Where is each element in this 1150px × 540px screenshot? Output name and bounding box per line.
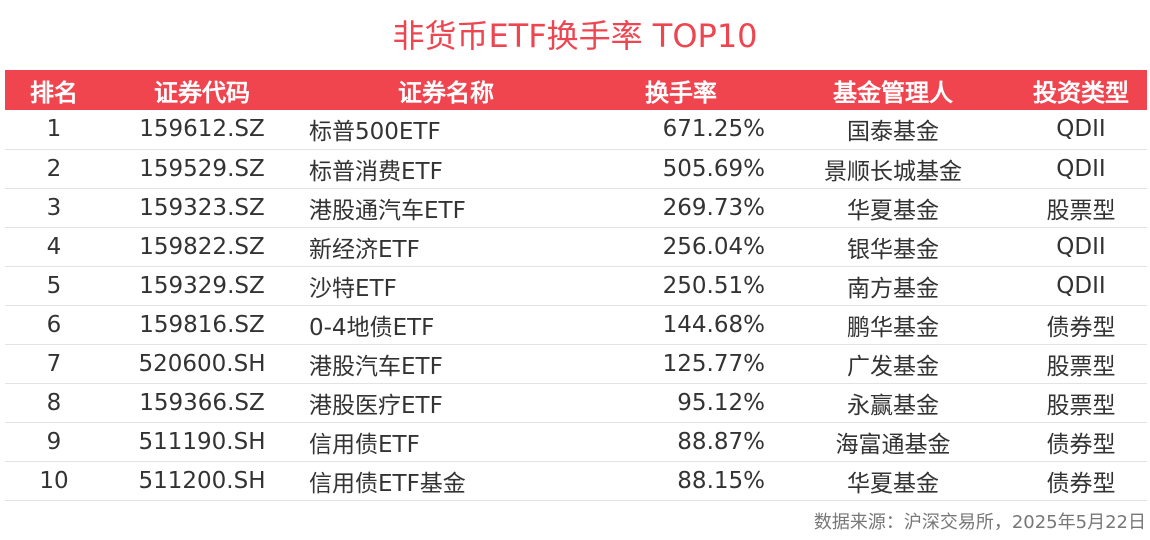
type-cell: 债券型 — [1015, 422, 1147, 462]
rank-cell: 8 — [5, 383, 103, 423]
name-cell: 港股通汽车ETF — [301, 188, 591, 228]
code-cell: 159816.SZ — [103, 305, 301, 345]
manager-cell: 南方基金 — [771, 266, 1015, 306]
code-cell: 159366.SZ — [103, 383, 301, 423]
type-cell: QDII — [1015, 227, 1147, 267]
table-row: 7 520600.SH 港股汽车ETF 125.77% 广发基金 股票型 — [5, 344, 1147, 384]
rank-cell: 6 — [5, 305, 103, 345]
rate-cell: 95.12% — [591, 383, 771, 423]
rate-cell: 88.15% — [591, 461, 771, 501]
manager-cell: 海富通基金 — [771, 422, 1015, 462]
manager-cell: 华夏基金 — [771, 461, 1015, 501]
name-cell: 标普500ETF — [301, 110, 591, 150]
header-name: 证券名称 — [301, 70, 591, 110]
code-cell: 159529.SZ — [103, 149, 301, 189]
rate-cell: 671.25% — [591, 110, 771, 150]
rate-cell: 269.73% — [591, 188, 771, 228]
rank-cell: 10 — [5, 461, 103, 501]
table-row: 4 159822.SZ 新经济ETF 256.04% 银华基金 QDII — [5, 227, 1147, 267]
name-cell: 新经济ETF — [301, 227, 591, 267]
manager-cell: 永赢基金 — [771, 383, 1015, 423]
code-cell: 511190.SH — [103, 422, 301, 462]
code-cell: 159822.SZ — [103, 227, 301, 267]
manager-cell: 华夏基金 — [771, 188, 1015, 228]
name-cell: 沙特ETF — [301, 266, 591, 306]
name-cell: 信用债ETF基金 — [301, 461, 591, 501]
name-cell: 0-4地债ETF — [301, 305, 591, 345]
turnover-table: 排名 证券代码 证券名称 换手率 基金管理人 投资类型 1 159612.SZ … — [5, 70, 1147, 501]
rank-cell: 4 — [5, 227, 103, 267]
type-cell: QDII — [1015, 266, 1147, 306]
rank-cell: 9 — [5, 422, 103, 462]
code-cell: 159323.SZ — [103, 188, 301, 228]
rate-cell: 505.69% — [591, 149, 771, 189]
rate-cell: 88.87% — [591, 422, 771, 462]
table-row: 6 159816.SZ 0-4地债ETF 144.68% 鹏华基金 债券型 — [5, 305, 1147, 345]
table-row: 1 159612.SZ 标普500ETF 671.25% 国泰基金 QDII — [5, 110, 1147, 150]
header-rate: 换手率 — [591, 70, 771, 110]
header-code: 证券代码 — [103, 70, 301, 110]
rank-cell: 5 — [5, 266, 103, 306]
table-row: 8 159366.SZ 港股医疗ETF 95.12% 永赢基金 股票型 — [5, 383, 1147, 423]
rank-cell: 3 — [5, 188, 103, 228]
manager-cell: 银华基金 — [771, 227, 1015, 267]
rank-cell: 2 — [5, 149, 103, 189]
rate-cell: 256.04% — [591, 227, 771, 267]
rate-cell: 250.51% — [591, 266, 771, 306]
manager-cell: 广发基金 — [771, 344, 1015, 384]
type-cell: 债券型 — [1015, 461, 1147, 501]
table-row: 9 511190.SH 信用债ETF 88.87% 海富通基金 债券型 — [5, 422, 1147, 462]
header-manager: 基金管理人 — [771, 70, 1015, 110]
table-row: 3 159323.SZ 港股通汽车ETF 269.73% 华夏基金 股票型 — [5, 188, 1147, 228]
type-cell: QDII — [1015, 149, 1147, 189]
name-cell: 港股汽车ETF — [301, 344, 591, 384]
rate-cell: 125.77% — [591, 344, 771, 384]
table-row: 2 159529.SZ 标普消费ETF 505.69% 景顺长城基金 QDII — [5, 149, 1147, 189]
manager-cell: 景顺长城基金 — [771, 149, 1015, 189]
code-cell: 520600.SH — [103, 344, 301, 384]
header-type: 投资类型 — [1015, 70, 1147, 110]
page-title: 非货币ETF换手率 TOP10 — [392, 17, 758, 55]
type-cell: 股票型 — [1015, 188, 1147, 228]
header-rank: 排名 — [5, 70, 103, 110]
table-header-row: 排名 证券代码 证券名称 换手率 基金管理人 投资类型 — [5, 70, 1147, 110]
source-note: 数据来源：沪深交易所，2025年5月22日 — [813, 512, 1146, 533]
type-cell: 债券型 — [1015, 305, 1147, 345]
rate-cell: 144.68% — [591, 305, 771, 345]
type-cell: QDII — [1015, 110, 1147, 150]
rank-cell: 1 — [5, 110, 103, 150]
manager-cell: 鹏华基金 — [771, 305, 1015, 345]
manager-cell: 国泰基金 — [771, 110, 1015, 150]
name-cell: 标普消费ETF — [301, 149, 591, 189]
rank-cell: 7 — [5, 344, 103, 384]
type-cell: 股票型 — [1015, 344, 1147, 384]
name-cell: 信用债ETF — [301, 422, 591, 462]
table-row: 5 159329.SZ 沙特ETF 250.51% 南方基金 QDII — [5, 266, 1147, 306]
type-cell: 股票型 — [1015, 383, 1147, 423]
code-cell: 511200.SH — [103, 461, 301, 501]
table-row: 10 511200.SH 信用债ETF基金 88.15% 华夏基金 债券型 — [5, 461, 1147, 501]
name-cell: 港股医疗ETF — [301, 383, 591, 423]
code-cell: 159612.SZ — [103, 110, 301, 150]
code-cell: 159329.SZ — [103, 266, 301, 306]
